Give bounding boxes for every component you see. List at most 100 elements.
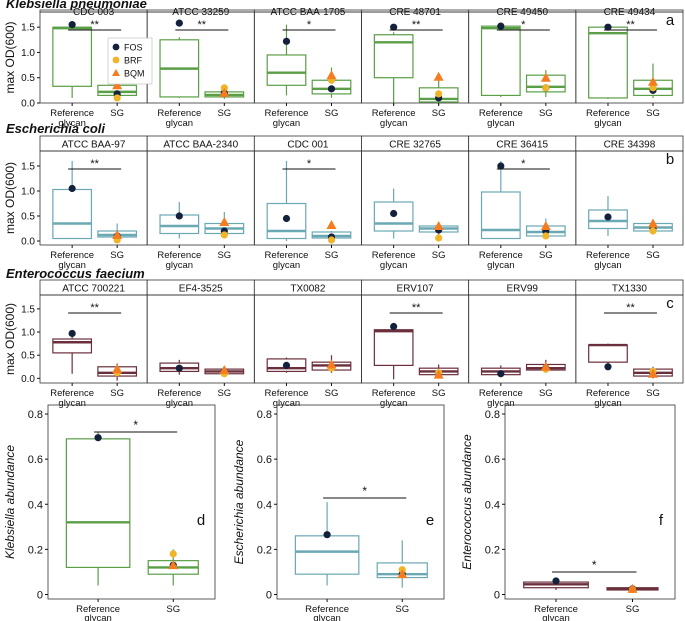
x-tick-label: glycan xyxy=(380,260,407,271)
panel-b: Escherichia coli b max OD(600) 0.0 0.5 1.0 1.5… xyxy=(3,121,684,271)
y-tick-label: 0.5 xyxy=(21,351,35,362)
organism-title: Enterococcus faecium xyxy=(6,266,145,281)
x-tick-label: glycan xyxy=(273,118,300,129)
significance-label: * xyxy=(521,19,526,31)
y-axis-label: Enterococcus abundance xyxy=(460,434,474,570)
y-axis-label: Escherichia abundance xyxy=(232,439,246,564)
x-tick-label: SG xyxy=(646,250,660,261)
strain-name: ATCC BAA-1705 xyxy=(270,7,345,18)
x-tick-label: SG xyxy=(110,108,124,119)
y-tick-label: 0.8 xyxy=(28,409,43,421)
plot-frame xyxy=(504,404,676,600)
point-bqm xyxy=(433,369,444,379)
y-tick-label: 0 xyxy=(37,589,43,601)
box xyxy=(65,438,131,569)
y-tick-label: 0.4 xyxy=(28,499,43,511)
x-tick-label: glycan xyxy=(166,260,193,271)
point-bqm xyxy=(112,230,123,239)
box xyxy=(52,26,93,87)
x-tick-label: glycan xyxy=(166,398,193,409)
x-tick-label: Reference xyxy=(586,388,630,399)
x-tick-label: glycan xyxy=(84,613,111,621)
significance-label: * xyxy=(307,158,312,170)
box xyxy=(266,54,307,86)
x-tick-label: glycan xyxy=(313,613,340,621)
panel-c: Enterococcus faecium c max OD(600) 0.0 0.5 1.… xyxy=(3,266,684,409)
panel-a: Klebsiella pneumoniae a max OD(600) 0.0 0.5 1… xyxy=(3,0,684,129)
strain-name: ATCC 33259 xyxy=(172,7,230,18)
strain-name: ATCC 700221 xyxy=(62,284,125,295)
point-fos xyxy=(175,212,183,220)
box xyxy=(480,191,521,240)
legend-marker xyxy=(112,56,120,64)
point-bqm xyxy=(219,217,230,226)
significance-label: * xyxy=(521,158,526,170)
significance-label: ** xyxy=(412,19,421,31)
y-tick-label: 0 xyxy=(266,589,272,601)
point-bqm xyxy=(219,87,230,97)
point-bqm xyxy=(433,71,444,81)
y-tick-label: 0.4 xyxy=(485,499,500,511)
x-tick-label: glycan xyxy=(58,398,85,409)
panel-d: d Klebsiella abundance 0 0.2 0.4 0.6 0.8 * Refer… xyxy=(3,404,216,621)
point-fos xyxy=(390,23,398,31)
y-tick-label: 0.2 xyxy=(485,544,500,556)
y-tick-label: 0.2 xyxy=(28,544,43,556)
y-tick-label: 0.2 xyxy=(257,544,272,556)
point-bqm xyxy=(627,583,638,593)
x-tick-label: SG xyxy=(325,250,339,261)
box xyxy=(294,535,360,575)
x-tick-label: SG xyxy=(325,108,339,119)
significance-label: * xyxy=(362,484,367,498)
x-tick-label: Reference xyxy=(50,250,94,261)
point-fos xyxy=(94,434,102,442)
point-bqm xyxy=(647,218,658,228)
panel-label: d xyxy=(197,512,205,529)
significance-label: * xyxy=(307,19,312,31)
point-fos xyxy=(390,322,398,331)
x-tick-label: SG xyxy=(325,388,339,399)
panel-e: e Escherichia abundance 0 0.2 0.4 0.6 0.8 * Refe… xyxy=(232,404,445,621)
panel-label: c xyxy=(666,295,674,312)
x-tick-label: Reference xyxy=(157,388,201,399)
point-bqm xyxy=(433,221,444,230)
point-brf xyxy=(649,227,657,235)
x-tick-label: glycan xyxy=(380,118,407,129)
point-fos xyxy=(68,21,76,29)
point-bqm xyxy=(326,70,337,80)
y-axis-label: max OD(600) xyxy=(3,21,17,93)
plot-frame xyxy=(47,404,216,600)
y-axis-label: Klebsiella abundance xyxy=(3,445,17,559)
x-tick-label: SG xyxy=(646,388,660,399)
x-tick-label: Reference xyxy=(305,604,349,615)
x-tick-label: SG xyxy=(539,250,553,261)
point-fos xyxy=(282,214,291,223)
x-tick-label: glycan xyxy=(594,398,621,409)
box xyxy=(480,25,521,97)
point-fos xyxy=(282,361,291,369)
plot-frame xyxy=(575,11,684,104)
point-fos xyxy=(604,213,612,221)
legend-marker xyxy=(112,69,120,76)
point-fos xyxy=(68,184,76,193)
x-tick-label: Reference xyxy=(265,250,309,261)
x-tick-label: SG xyxy=(110,250,124,261)
point-bqm xyxy=(326,359,337,369)
x-tick-label: glycan xyxy=(542,613,569,621)
x-tick-label: SG xyxy=(539,388,553,399)
point-bqm xyxy=(112,364,123,374)
x-tick-label: SG xyxy=(646,108,660,119)
box xyxy=(588,344,628,363)
x-tick-label: glycan xyxy=(594,118,621,129)
point-brf xyxy=(435,234,443,242)
x-tick-label: Reference xyxy=(372,108,416,119)
x-tick-label: glycan xyxy=(487,398,514,409)
panel-label: f xyxy=(659,512,664,529)
organism-title: Escherichia coli xyxy=(6,121,105,136)
